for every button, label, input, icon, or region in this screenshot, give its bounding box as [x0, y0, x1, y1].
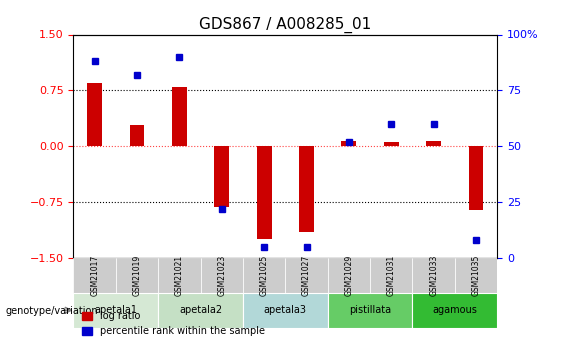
Bar [214, 146, 229, 207]
Text: agamous: agamous [432, 305, 477, 315]
Title: GDS867 / A008285_01: GDS867 / A008285_01 [199, 17, 371, 33]
Text: GSM21021: GSM21021 [175, 255, 184, 296]
FancyBboxPatch shape [158, 293, 243, 328]
Bar [341, 141, 357, 146]
Text: apetala2: apetala2 [179, 305, 222, 315]
Bar [468, 146, 484, 209]
Bar [87, 83, 102, 146]
Text: GSM21017: GSM21017 [90, 255, 99, 296]
FancyBboxPatch shape [116, 258, 158, 293]
Text: GSM21023: GSM21023 [218, 255, 226, 296]
FancyBboxPatch shape [243, 258, 285, 293]
Text: GSM21025: GSM21025 [260, 255, 268, 296]
Text: apetala1: apetala1 [94, 305, 137, 315]
FancyBboxPatch shape [412, 258, 455, 293]
FancyBboxPatch shape [73, 293, 158, 328]
Bar [257, 146, 272, 239]
FancyBboxPatch shape [412, 293, 497, 328]
Bar [129, 125, 145, 146]
Text: GSM21033: GSM21033 [429, 255, 438, 296]
Text: pistillata: pistillata [349, 305, 391, 315]
Bar [384, 142, 399, 146]
FancyBboxPatch shape [243, 293, 328, 328]
Text: GSM21019: GSM21019 [133, 255, 141, 296]
Text: genotype/variation: genotype/variation [6, 306, 98, 315]
Text: GSM21027: GSM21027 [302, 255, 311, 296]
FancyBboxPatch shape [328, 258, 370, 293]
FancyBboxPatch shape [201, 258, 243, 293]
Text: GSM21035: GSM21035 [472, 255, 480, 296]
Bar [172, 87, 187, 146]
FancyBboxPatch shape [285, 258, 328, 293]
Text: apetala3: apetala3 [264, 305, 307, 315]
FancyBboxPatch shape [328, 293, 412, 328]
Bar [426, 141, 441, 146]
FancyBboxPatch shape [158, 258, 201, 293]
FancyBboxPatch shape [73, 258, 116, 293]
Text: GSM21029: GSM21029 [345, 255, 353, 296]
FancyBboxPatch shape [370, 258, 412, 293]
Text: GSM21031: GSM21031 [387, 255, 396, 296]
Legend: log ratio, percentile rank within the sample: log ratio, percentile rank within the sa… [79, 307, 268, 340]
Bar [299, 146, 314, 232]
FancyBboxPatch shape [455, 258, 497, 293]
